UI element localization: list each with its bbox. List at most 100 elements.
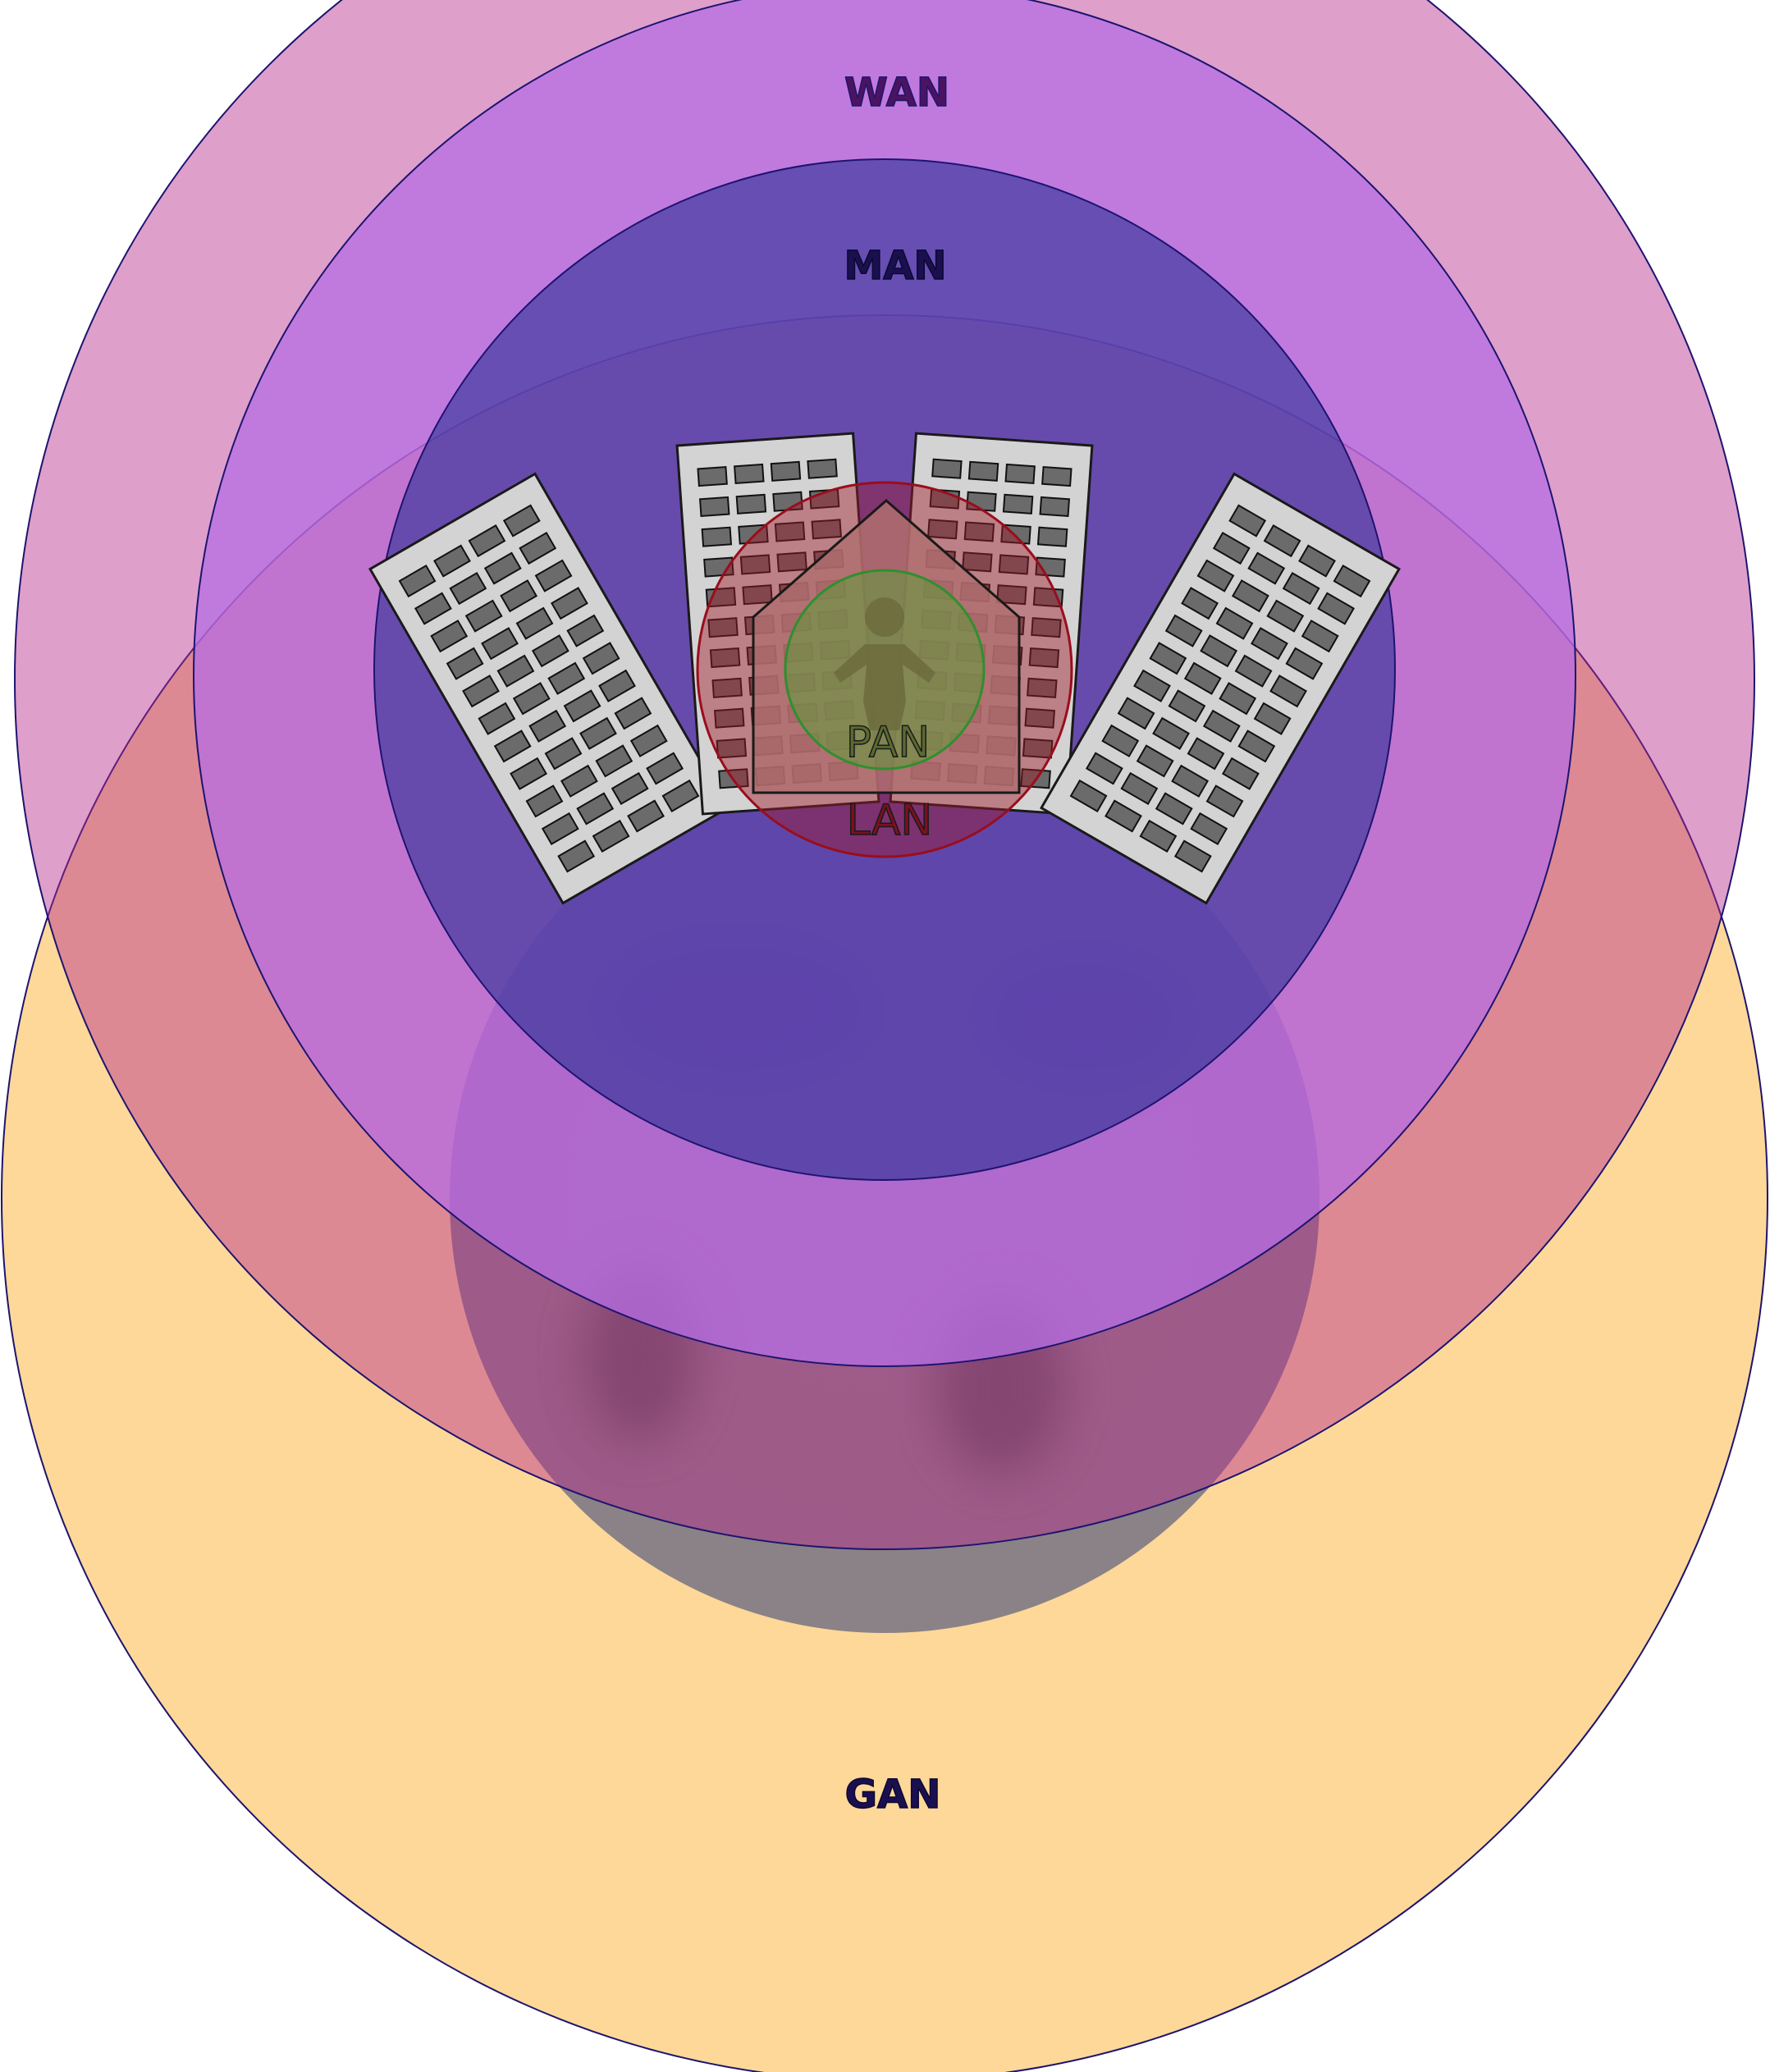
- building-window: [1028, 647, 1060, 669]
- building-window: [1022, 738, 1054, 759]
- building-window: [1085, 752, 1123, 785]
- building-window: [1187, 737, 1225, 771]
- gan-label: GAN: [845, 1772, 941, 1818]
- office-building-4: [1039, 472, 1402, 905]
- building-window: [557, 839, 596, 873]
- wan-label: WAN: [844, 70, 949, 116]
- building-window: [1039, 496, 1071, 517]
- building-window: [1269, 675, 1307, 708]
- building-window: [1234, 654, 1273, 688]
- building-window: [1101, 724, 1140, 757]
- building-window: [1133, 669, 1171, 702]
- building-window: [1031, 617, 1062, 638]
- building-window: [510, 757, 547, 790]
- building-window: [1183, 661, 1222, 695]
- building-window: [807, 458, 838, 479]
- building-window: [547, 661, 586, 695]
- building-window: [811, 519, 842, 540]
- building-window: [1105, 799, 1142, 833]
- building-window: [1069, 779, 1108, 813]
- building-window: [493, 730, 532, 763]
- building-window: [1301, 620, 1339, 653]
- building-window: [1237, 730, 1276, 763]
- building-window: [1298, 544, 1336, 578]
- building-window: [563, 689, 601, 723]
- building-window: [566, 614, 605, 647]
- building-window: [595, 744, 633, 778]
- building-window: [627, 799, 665, 833]
- building-window: [576, 792, 615, 826]
- building-window: [1200, 634, 1238, 668]
- building-window: [433, 544, 471, 578]
- building-window: [398, 564, 437, 598]
- building-window: [927, 519, 958, 540]
- building-window: [483, 551, 522, 585]
- building-window: [1202, 709, 1241, 743]
- building-window: [541, 812, 579, 845]
- building-window: [1004, 463, 1036, 485]
- building-window: [496, 654, 535, 688]
- building-window: [1222, 757, 1260, 790]
- lan-label: LAN: [847, 796, 933, 845]
- building-window: [1251, 627, 1288, 661]
- building-window: [544, 737, 583, 771]
- building-window: [1120, 771, 1159, 805]
- building-window: [735, 493, 767, 515]
- building-window: [709, 647, 741, 669]
- building-window: [1212, 532, 1251, 565]
- building-window: [1027, 677, 1058, 698]
- building-window: [701, 526, 733, 547]
- building-window: [1041, 466, 1073, 487]
- building-window: [534, 559, 573, 592]
- building-window: [582, 642, 620, 675]
- building-window: [1152, 716, 1190, 750]
- building-window: [528, 709, 567, 743]
- building-window: [1168, 689, 1206, 723]
- building-window: [1136, 744, 1174, 778]
- building-window: [711, 677, 743, 698]
- building-window: [598, 669, 636, 702]
- building-window: [1171, 764, 1210, 798]
- building-window: [776, 551, 807, 573]
- building-window: [774, 521, 806, 542]
- building-window: [661, 779, 700, 813]
- building-window: [1253, 702, 1292, 735]
- building-window: [1002, 493, 1034, 515]
- building-window: [1181, 587, 1219, 620]
- building-window: [1117, 697, 1155, 730]
- man-label: MAN: [844, 243, 946, 289]
- building-window: [742, 584, 773, 606]
- building-window: [734, 463, 765, 485]
- building-window: [430, 620, 469, 653]
- building-window: [770, 460, 802, 482]
- building-window: [996, 584, 1027, 606]
- building-window: [1024, 707, 1055, 729]
- building-window: [1205, 784, 1244, 818]
- building-window: [998, 554, 1030, 575]
- building-window: [611, 771, 649, 805]
- building-window: [714, 707, 745, 729]
- building-window: [1219, 682, 1257, 716]
- building-window: [1228, 504, 1267, 537]
- building-window: [697, 466, 728, 487]
- building-window: [1231, 579, 1269, 613]
- pan-label: PAN: [846, 718, 931, 767]
- building-window: [931, 458, 963, 479]
- building-window: [1173, 839, 1212, 873]
- building-window: [525, 784, 564, 818]
- building-window: [481, 627, 519, 661]
- building-window: [1266, 599, 1305, 633]
- building-window: [531, 634, 569, 668]
- building-window: [1247, 551, 1286, 585]
- building-window: [512, 682, 551, 716]
- building-window: [592, 819, 630, 853]
- building-window: [502, 504, 541, 537]
- building-window: [1215, 606, 1254, 640]
- building-window: [1282, 572, 1320, 606]
- building-window: [707, 617, 739, 638]
- building-window: [560, 764, 598, 798]
- building-window: [468, 524, 506, 558]
- building-window: [449, 572, 487, 606]
